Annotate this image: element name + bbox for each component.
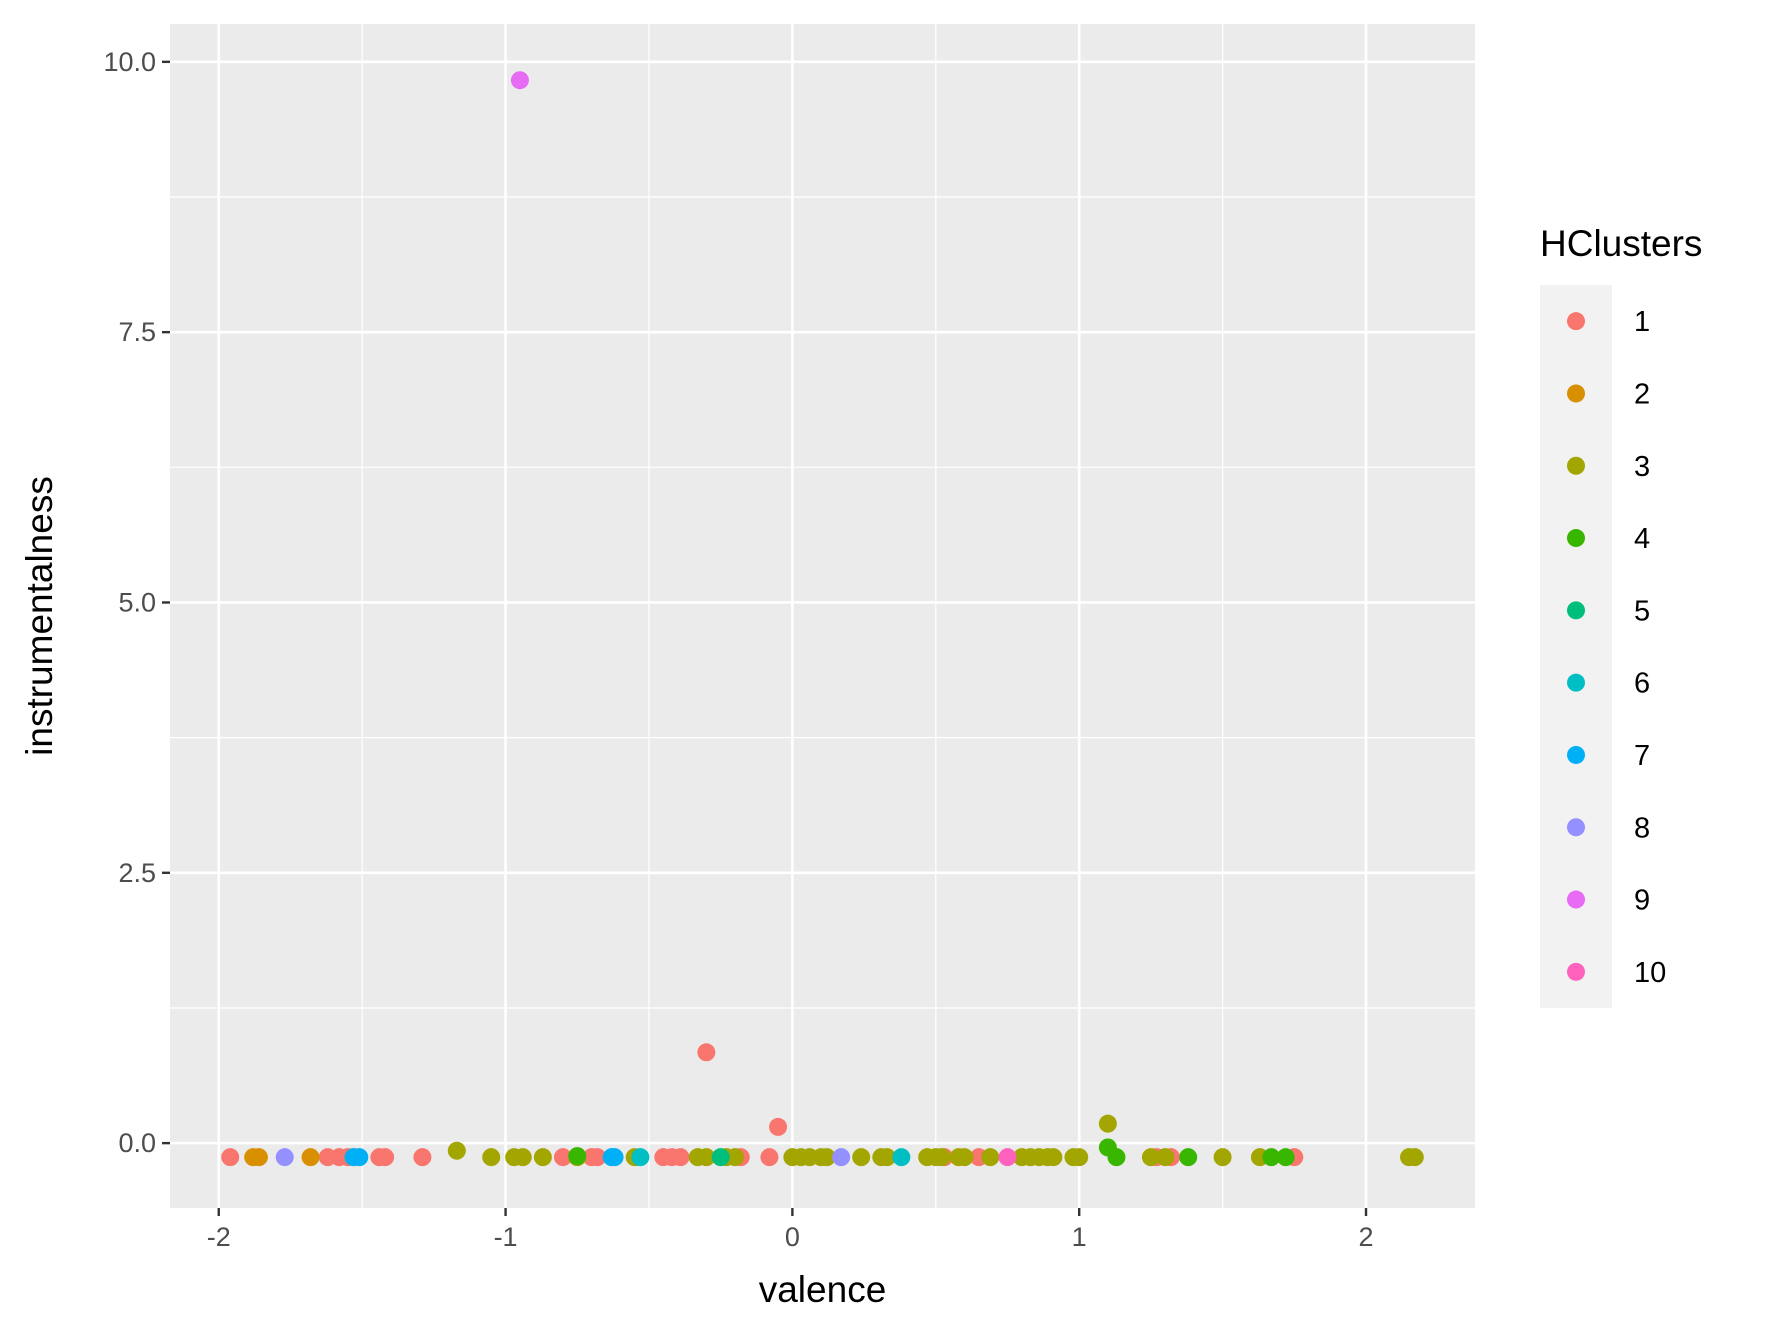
data-point-cluster-8 bbox=[832, 1148, 851, 1167]
data-point-cluster-8 bbox=[275, 1148, 294, 1167]
data-point-cluster-3 bbox=[533, 1148, 552, 1167]
data-point-cluster-7 bbox=[350, 1148, 369, 1167]
data-point-cluster-1 bbox=[588, 1148, 607, 1167]
data-point-cluster-1 bbox=[697, 1043, 716, 1062]
y-tick-label: 2.5 bbox=[118, 858, 156, 888]
x-tick-label: 2 bbox=[1358, 1222, 1373, 1252]
data-point-cluster-1 bbox=[413, 1148, 432, 1167]
data-point-cluster-3 bbox=[852, 1148, 871, 1167]
data-point-cluster-3 bbox=[1044, 1148, 1063, 1167]
data-point-cluster-1 bbox=[376, 1148, 395, 1167]
legend-label: 3 bbox=[1634, 451, 1650, 483]
y-axis-title: instrumentalness bbox=[19, 476, 60, 756]
data-point-cluster-2 bbox=[301, 1148, 320, 1167]
axes: -2 -1 0 1 2 0.0 2.5 5.0 7.5 10.0 bbox=[103, 47, 1373, 1252]
legend-key-cluster-5 bbox=[1567, 601, 1585, 620]
legend-items: 1 2 3 4 5 6 7 8 9 10 bbox=[1567, 306, 1666, 989]
data-point-cluster-3 bbox=[482, 1148, 501, 1167]
y-tick-label: 7.5 bbox=[118, 317, 156, 347]
x-tick-label: 1 bbox=[1072, 1222, 1087, 1252]
legend-label: 10 bbox=[1634, 957, 1666, 989]
data-point-cluster-6 bbox=[631, 1148, 650, 1167]
x-tick-label: 0 bbox=[785, 1222, 800, 1252]
legend-label: 7 bbox=[1634, 740, 1650, 772]
data-point-cluster-3 bbox=[1405, 1148, 1424, 1167]
data-point-cluster-4 bbox=[1276, 1148, 1295, 1167]
data-point-cluster-5 bbox=[711, 1148, 730, 1167]
legend-label: 4 bbox=[1634, 523, 1650, 555]
legend-label: 1 bbox=[1634, 306, 1650, 338]
legend-key-background bbox=[1540, 285, 1612, 1008]
data-point-cluster-1 bbox=[553, 1148, 572, 1167]
data-point-cluster-3 bbox=[955, 1148, 974, 1167]
data-point-cluster-1 bbox=[671, 1148, 690, 1167]
data-point-cluster-3 bbox=[1213, 1148, 1232, 1167]
data-point-cluster-4 bbox=[1107, 1148, 1126, 1167]
data-point-cluster-4 bbox=[568, 1147, 587, 1166]
legend-label: 9 bbox=[1634, 885, 1650, 917]
data-point-cluster-9 bbox=[510, 71, 529, 90]
x-tick-label: -1 bbox=[494, 1222, 518, 1252]
y-tick-label: 5.0 bbox=[118, 587, 156, 617]
data-point-cluster-1 bbox=[769, 1117, 788, 1136]
legend-key-cluster-4 bbox=[1567, 529, 1585, 548]
legend-label: 8 bbox=[1634, 812, 1650, 844]
data-point-cluster-3 bbox=[1098, 1114, 1117, 1133]
data-point-cluster-7 bbox=[605, 1148, 624, 1167]
x-tick-label: -2 bbox=[207, 1222, 231, 1252]
data-point-cluster-4 bbox=[1262, 1148, 1281, 1167]
y-tick-label: 0.0 bbox=[118, 1128, 156, 1158]
data-point-cluster-3 bbox=[1070, 1148, 1089, 1167]
data-points bbox=[221, 71, 1424, 1167]
data-point-cluster-3 bbox=[513, 1148, 532, 1167]
y-tick-label: 10.0 bbox=[103, 47, 156, 77]
legend-title: HClusters bbox=[1540, 223, 1702, 264]
data-point-cluster-3 bbox=[878, 1148, 897, 1167]
legend-label: 5 bbox=[1634, 595, 1650, 627]
legend-key-cluster-1 bbox=[1567, 312, 1585, 331]
data-point-cluster-3 bbox=[817, 1148, 836, 1167]
legend-key-cluster-8 bbox=[1567, 818, 1585, 837]
legend-key-cluster-3 bbox=[1567, 456, 1585, 475]
data-point-cluster-2 bbox=[249, 1148, 268, 1167]
data-point-cluster-3 bbox=[697, 1148, 716, 1167]
data-point-cluster-10 bbox=[998, 1148, 1017, 1167]
legend-key-cluster-2 bbox=[1567, 384, 1585, 403]
data-point-cluster-3 bbox=[1141, 1148, 1160, 1167]
plot-panel bbox=[170, 24, 1475, 1208]
data-point-cluster-1 bbox=[221, 1148, 240, 1167]
legend-label: 2 bbox=[1634, 378, 1650, 410]
legend-key-cluster-9 bbox=[1567, 890, 1585, 909]
data-point-cluster-3 bbox=[726, 1148, 745, 1167]
legend-key-cluster-6 bbox=[1567, 673, 1585, 692]
grid-lines bbox=[170, 24, 1475, 1208]
data-point-cluster-3 bbox=[447, 1141, 466, 1160]
data-point-cluster-3 bbox=[1156, 1148, 1175, 1167]
data-point-cluster-6 bbox=[892, 1148, 911, 1167]
data-point-cluster-1 bbox=[760, 1148, 779, 1167]
data-point-cluster-3 bbox=[932, 1148, 951, 1167]
x-axis-title: valence bbox=[759, 1269, 887, 1310]
legend-key-cluster-7 bbox=[1567, 745, 1585, 764]
legend: HClusters 1 2 3 4 5 6 7 8 9 10 bbox=[1540, 223, 1702, 1008]
data-point-cluster-3 bbox=[981, 1148, 1000, 1167]
data-point-cluster-4 bbox=[1179, 1148, 1198, 1167]
legend-key-cluster-10 bbox=[1567, 962, 1585, 981]
legend-label: 6 bbox=[1634, 668, 1650, 700]
